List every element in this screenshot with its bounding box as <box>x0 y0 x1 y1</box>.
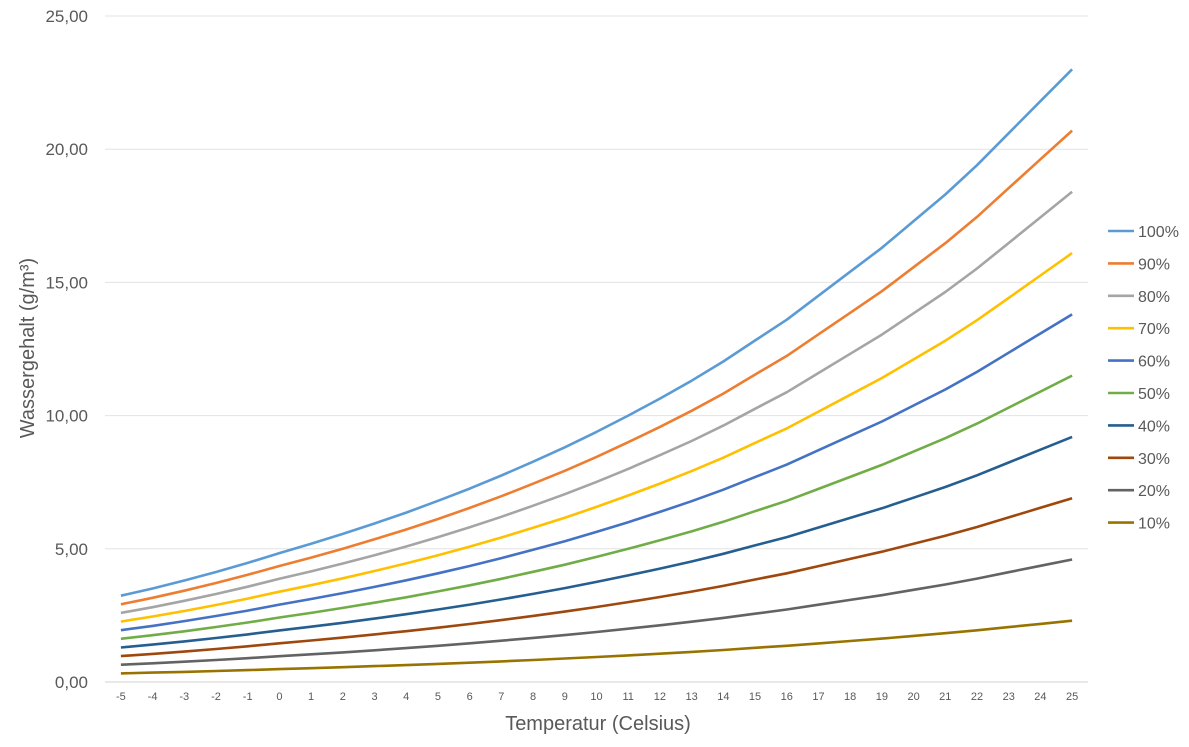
y-axis-label: Wassergehalt (g/m³) <box>17 258 39 438</box>
x-tick-label: 0 <box>276 691 282 703</box>
x-tick-label: 24 <box>1034 691 1046 703</box>
legend-label: 90% <box>1138 256 1170 273</box>
series-line-100pct <box>120 68 1074 597</box>
y-tick-label: 0,00 <box>55 673 88 692</box>
series-line-30pct <box>120 496 1073 658</box>
x-axis-ticks: -5 -4 -3 -2 -1 0 1 2 3 4 5 6 7 8 9 10 11 12 13 14 15 16 17 18 19… <box>116 691 1078 703</box>
x-tick-label: 16 <box>781 691 793 703</box>
x-tick-label: 6 <box>467 691 473 703</box>
legend-label: 60% <box>1138 354 1170 371</box>
gridlines <box>105 15 1088 683</box>
y-tick-label: 10,00 <box>45 407 88 426</box>
x-tick-label: 3 <box>371 691 377 703</box>
x-tick-label: 12 <box>654 691 666 703</box>
legend-label: 30% <box>1138 451 1170 468</box>
series-line-90pct <box>120 129 1073 606</box>
legend-label: 50% <box>1138 386 1170 403</box>
x-tick-label: 5 <box>435 691 441 703</box>
x-tick-label: -4 <box>148 691 158 703</box>
series-line-50pct <box>120 374 1073 641</box>
legend-label: 100% <box>1138 224 1179 241</box>
series-line-10pct <box>120 619 1073 675</box>
x-tick-label: 8 <box>530 691 536 703</box>
x-tick-label: 9 <box>562 691 568 703</box>
x-tick-label: 2 <box>340 691 346 703</box>
series-lines <box>120 68 1074 675</box>
x-tick-label: -5 <box>116 691 126 703</box>
x-tick-label: 21 <box>939 691 951 703</box>
x-axis-label: Temperatur (Celsius) <box>505 713 691 735</box>
x-tick-label: -1 <box>243 691 253 703</box>
x-tick-label: 10 <box>590 691 602 703</box>
x-tick-label: 20 <box>907 691 919 703</box>
x-tick-label: 14 <box>717 691 729 703</box>
x-tick-label: 25 <box>1066 691 1078 703</box>
legend-label: 20% <box>1138 483 1170 500</box>
x-tick-label: -2 <box>211 691 221 703</box>
series-line-40pct <box>120 435 1073 649</box>
y-axis-ticks: 0,00 5,00 10,00 15,00 20,00 25,00 <box>45 7 88 692</box>
x-tick-label: 11 <box>622 691 633 703</box>
legend-label: 70% <box>1138 321 1170 338</box>
y-tick-label: 5,00 <box>55 540 88 559</box>
legend-label: 80% <box>1138 289 1170 306</box>
y-tick-label: 15,00 <box>45 273 88 292</box>
x-tick-label: 17 <box>812 691 824 703</box>
x-tick-label: 18 <box>844 691 856 703</box>
series-line-60pct <box>120 313 1073 632</box>
x-tick-label: 19 <box>876 691 888 703</box>
x-tick-label: 15 <box>749 691 761 703</box>
x-tick-label: -3 <box>179 691 189 703</box>
series-line-20pct <box>120 558 1073 666</box>
y-tick-label: 25,00 <box>45 7 88 26</box>
y-tick-label: 20,00 <box>45 140 88 159</box>
series-line-80pct <box>120 190 1073 615</box>
legend-label: 10% <box>1138 516 1170 533</box>
legend: 100% 90% 80% 70% 60% 50% 40% 30% 20% 10% <box>1108 224 1179 533</box>
legend-label: 40% <box>1138 418 1170 435</box>
x-tick-label: 1 <box>308 691 314 703</box>
x-tick-label: 22 <box>971 691 983 703</box>
series-line-70pct <box>120 252 1073 623</box>
x-tick-label: 23 <box>1003 691 1015 703</box>
x-tick-label: 13 <box>686 691 698 703</box>
x-tick-label: 4 <box>403 691 409 703</box>
x-tick-label: 7 <box>498 691 504 703</box>
